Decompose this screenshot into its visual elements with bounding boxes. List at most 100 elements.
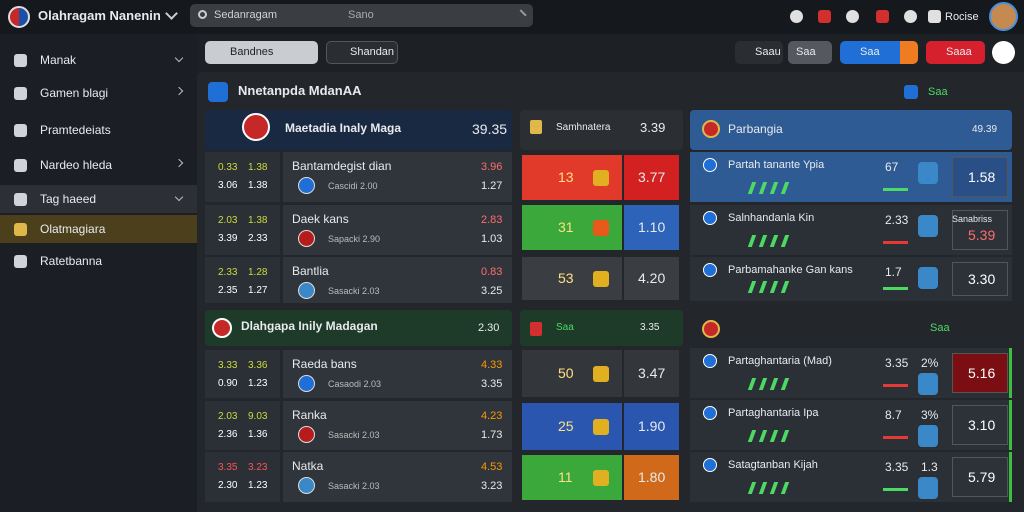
tile-value[interactable]: 5.79	[968, 469, 996, 485]
nav-item[interactable]: Olatmagiara	[40, 222, 106, 236]
score-top[interactable]: 4.23	[481, 410, 503, 422]
team-name[interactable]: Bantamdegist dian	[292, 159, 392, 173]
search-box[interactable]: Sedanragam Sano	[190, 4, 533, 27]
team-name[interactable]: Ranka	[292, 408, 327, 422]
right-team[interactable]: Parbamahanke Gan kans	[728, 264, 853, 276]
odds-card-right[interactable]	[624, 350, 679, 397]
card-icon	[593, 418, 609, 435]
score-bottom[interactable]: 3.25	[481, 285, 503, 297]
nav-item[interactable]: Ratetbanna	[40, 254, 103, 268]
right-team[interactable]: Partaghantaria (Mad)	[728, 355, 832, 367]
score-top[interactable]: 4.33	[481, 359, 503, 371]
right-team[interactable]: Partah tanante Ypia	[728, 159, 825, 171]
toolbar-button[interactable]	[992, 41, 1015, 64]
score-bottom[interactable]: 1.27	[481, 180, 503, 192]
odds-value[interactable]: 1.38	[248, 180, 268, 191]
right-team[interactable]: Partaghantaria Ipa	[728, 407, 819, 419]
nav-item[interactable]: Tag haeed	[40, 192, 97, 206]
top-icon[interactable]	[876, 10, 889, 23]
odds-value[interactable]: 2.36	[218, 429, 238, 440]
logo	[8, 6, 30, 28]
odds-value[interactable]: 9.03	[248, 411, 268, 422]
tile-value[interactable]: 5.16	[968, 365, 996, 381]
odds-value[interactable]: 3.33	[218, 360, 238, 371]
avatar[interactable]	[989, 2, 1018, 31]
team-name[interactable]: Natka	[292, 459, 324, 473]
odds-tile[interactable]	[952, 262, 1008, 296]
top-icon[interactable]	[790, 10, 803, 23]
panel-badge	[904, 85, 918, 99]
top-icon[interactable]	[904, 10, 917, 23]
right-bar	[883, 188, 908, 191]
score-top[interactable]: 0.83	[481, 266, 503, 278]
toolbar-button[interactable]	[788, 41, 832, 64]
odds-card-right[interactable]	[624, 155, 679, 200]
score-bottom[interactable]: 3.23	[481, 480, 503, 492]
right-label: Saa	[930, 322, 950, 334]
odds-card-right[interactable]	[624, 205, 679, 250]
score-bottom[interactable]: 1.03	[481, 233, 503, 245]
odds-value[interactable]: 3.36	[248, 360, 268, 371]
odds-value[interactable]: 3.35	[218, 462, 238, 473]
toolbar-button[interactable]	[735, 41, 783, 64]
odds-value[interactable]: 2.33	[248, 233, 268, 244]
top-icon[interactable]	[818, 10, 831, 23]
odds-value[interactable]: 2.03	[218, 411, 238, 422]
odds-value[interactable]: 1.36	[248, 429, 268, 440]
odds-card-right[interactable]	[624, 257, 679, 300]
toolbar-button[interactable]	[205, 41, 318, 64]
toolbar-button[interactable]	[926, 41, 985, 64]
odds-value[interactable]: 2.30	[218, 480, 238, 491]
score-top[interactable]: 2.83	[481, 214, 503, 226]
nav-item[interactable]: Gamen blagi	[40, 86, 109, 100]
odds-value[interactable]: 3.39	[218, 233, 238, 244]
odds-value[interactable]: 1.28	[248, 267, 268, 278]
team-name[interactable]: Bantlia	[292, 264, 329, 278]
team-name[interactable]: Daek kans	[292, 212, 349, 226]
tile-value[interactable]: 3.30	[968, 271, 996, 287]
score-top[interactable]: 3.96	[481, 161, 503, 173]
nav-item[interactable]: Pramtedeiats	[40, 123, 111, 137]
team-logo	[703, 211, 717, 225]
team-name[interactable]: Raeda bans	[292, 357, 357, 371]
card-odds: 1.80	[638, 468, 666, 485]
tile-value[interactable]: 1.58	[968, 169, 996, 185]
odds-tile[interactable]	[952, 353, 1008, 393]
right-team[interactable]: Salnhandanla Kin	[728, 212, 815, 224]
odds-value[interactable]: 1.27	[248, 285, 268, 296]
odds-value[interactable]: 3.06	[218, 180, 238, 191]
odds-value[interactable]: 1.23	[248, 480, 268, 491]
odds-card-right[interactable]	[624, 403, 679, 450]
odds-value[interactable]: 2.03	[218, 215, 238, 226]
odds-value[interactable]: 2.35	[218, 285, 238, 296]
right-logo	[918, 477, 938, 499]
odds-value[interactable]: 1.23	[248, 378, 268, 389]
odds-value[interactable]: 0.90	[218, 378, 238, 389]
odds-value[interactable]: 2.33	[218, 267, 238, 278]
toolbar-label: Bandnes	[230, 46, 274, 58]
score-bottom[interactable]: 3.35	[481, 378, 503, 390]
tile-value[interactable]: 3.10	[968, 417, 996, 433]
card-icon	[593, 169, 609, 186]
tile-value[interactable]: 5.39	[968, 227, 996, 243]
odds-value[interactable]: 1.38	[248, 162, 268, 173]
panel-action[interactable]: Saa	[928, 86, 948, 98]
top-icon[interactable]	[928, 10, 941, 23]
top-icon[interactable]	[846, 10, 859, 23]
score-top[interactable]: 4.53	[481, 461, 503, 473]
odds-card-right[interactable]	[624, 455, 679, 500]
nav-item[interactable]: Nardeo hleda	[40, 158, 113, 172]
nav-icon	[14, 255, 27, 268]
odds-tile[interactable]	[952, 405, 1008, 445]
toolbar-button[interactable]	[840, 41, 918, 64]
score-bottom[interactable]: 1.73	[481, 429, 503, 441]
odds-tile[interactable]	[952, 457, 1008, 497]
right-team[interactable]: Satagtanban Kijah	[728, 459, 818, 471]
nav-item[interactable]: Manak	[40, 53, 77, 67]
odds-value[interactable]: 1.38	[248, 215, 268, 226]
odds-tile[interactable]	[952, 210, 1008, 250]
odds-value[interactable]: 3.23	[248, 462, 268, 473]
odds-value[interactable]: 0.33	[218, 162, 238, 173]
odds-tile[interactable]	[952, 157, 1008, 197]
toolbar-button[interactable]	[326, 41, 398, 64]
